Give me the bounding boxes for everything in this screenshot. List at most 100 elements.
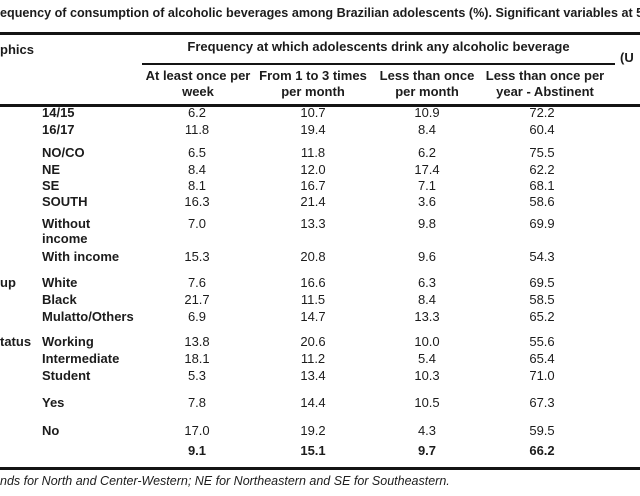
cell-value: 6.2 [187,105,207,120]
cell-value: 9.8 [417,216,437,231]
cell-value: 17.0 [184,423,210,438]
cell-value: 11.2 [300,351,326,366]
cell-value: 10.9 [414,105,440,120]
cell-value: 10.3 [414,368,440,383]
table-row-ne: NE 8.4 12.0 17.4 62.2 [0,162,640,178]
cell-value: 54.3 [529,249,555,264]
cell-value: 14.7 [300,309,326,324]
row-label: Student [42,368,91,383]
row-label: NO/CO [42,145,85,160]
cell-value: 13.4 [300,368,326,383]
cell-value: 8.4 [187,162,207,177]
cell-value: 69.5 [529,275,555,290]
table-row-14-15: 14/15 6.2 10.7 10.9 72.2 [0,105,640,121]
cell-value: 7.0 [187,216,207,231]
row-label: White [42,275,78,290]
table-row-no: No 17.0 19.2 4.3 59.5 [0,423,640,439]
spanner-underline-rule [142,63,615,65]
cell-value: 55.6 [529,334,555,349]
cell-value: 13.3 [300,216,326,231]
table-row-mulatto-others: Mulatto/Others 6.9 14.7 13.3 65.2 [0,309,640,325]
table-bottom-rule [0,467,640,470]
row-label: NE [42,162,61,177]
cell-value: 13.3 [414,309,440,324]
header-bottom-rule [0,104,640,107]
cell-value: 8.4 [417,122,437,137]
cell-value: 6.3 [417,275,437,290]
cell-value: 67.3 [529,395,555,410]
cell-value: 20.8 [300,249,326,264]
table-row-south: SOUTH 16.3 21.4 3.6 58.6 [0,194,640,210]
table-row-yes: Yes 7.8 14.4 10.5 67.3 [0,395,640,411]
table-row-white: up White 7.6 16.6 6.3 69.5 [0,275,640,291]
table-row-black: Black 21.7 11.5 8.4 58.5 [0,292,640,308]
cell-value: 58.5 [529,292,555,307]
column-header-once-per-week: At least once per week [145,68,251,99]
table-row-without-income: Without income 7.0 13.3 9.8 69.9 [0,216,640,246]
cell-value: 21.7 [184,292,210,307]
table-row-intermediate: Intermediate 18.1 11.2 5.4 65.4 [0,351,640,367]
cell-value: 15.1 [300,443,326,458]
cell-value: 62.2 [529,162,555,177]
cell-value: 68.1 [529,178,555,193]
cell-value: 7.1 [417,178,437,193]
row-label: 16/17 [42,122,75,137]
cell-value: 6.2 [417,145,437,160]
cell-value: 21.4 [300,194,326,209]
cell-value: 20.6 [300,334,326,349]
spanner-header: Frequency at which adolescents drink any… [187,39,570,54]
cell-value: 14.4 [300,395,326,410]
cell-value: 9.6 [417,249,437,264]
cell-value: 18.1 [184,351,210,366]
table-row-with-income: With income 15.3 20.8 9.6 54.3 [0,249,640,265]
cell-value: 69.9 [529,216,555,231]
cell-value: 15.3 [184,249,210,264]
table-row-working: tatus Working 13.8 20.6 10.0 55.6 [0,334,640,350]
row-label: Working [42,334,94,349]
cell-value: 9.1 [187,443,207,458]
cell-value: 12.0 [300,162,326,177]
row-label: SE [42,178,60,193]
row-label: Yes [42,395,65,410]
column-header-less-than-once-month: Less than once per month [379,68,475,99]
cell-value: 5.3 [187,368,207,383]
table-footnote: nds for North and Center-Western; NE for… [0,474,450,488]
cell-value: 7.6 [187,275,207,290]
cell-value: 4.3 [417,423,437,438]
row-label: SOUTH [42,194,88,209]
table-row-se: SE 8.1 16.7 7.1 68.1 [0,178,640,194]
cutoff-right-column-header: (U [620,50,634,65]
cell-value: 13.8 [184,334,210,349]
row-label: With income [42,249,120,264]
table-row-16-17: 16/17 11.8 19.4 8.4 60.4 [0,122,640,138]
cell-value: 8.1 [187,178,207,193]
cell-value: 66.2 [529,443,555,458]
table-top-rule [0,32,640,35]
cell-value: 59.5 [529,423,555,438]
row-label: Intermediate [42,351,120,366]
group-label-fragment: tatus [0,334,32,349]
cell-value: 3.6 [417,194,437,209]
table-row-noco: NO/CO 6.5 11.8 6.2 75.5 [0,145,640,161]
row-label: No [42,423,60,438]
table-row-student: Student 5.3 13.4 10.3 71.0 [0,368,640,384]
cell-value: 9.7 [417,443,437,458]
table-caption: equency of consumption of alcoholic beve… [0,6,640,20]
cell-value: 65.4 [529,351,555,366]
cell-value: 60.4 [529,122,555,137]
column-header-abstinent: Less than once per year - Abstinent [485,68,605,99]
cell-value: 65.2 [529,309,555,324]
table-row-total: 9.1 15.1 9.7 66.2 [0,443,640,459]
cell-value: 19.4 [300,122,326,137]
cell-value: 6.5 [187,145,207,160]
cell-value: 11.5 [300,292,326,307]
cell-value: 75.5 [529,145,555,160]
cell-value: 11.8 [300,145,326,160]
column-header-1-to-3-per-month: From 1 to 3 times per month [259,68,367,99]
cell-value: 71.0 [529,368,555,383]
cell-value: 17.4 [414,162,440,177]
stub-header-fragment: phics [0,42,34,57]
cell-value: 10.7 [300,105,326,120]
row-label: Without income [42,216,91,246]
